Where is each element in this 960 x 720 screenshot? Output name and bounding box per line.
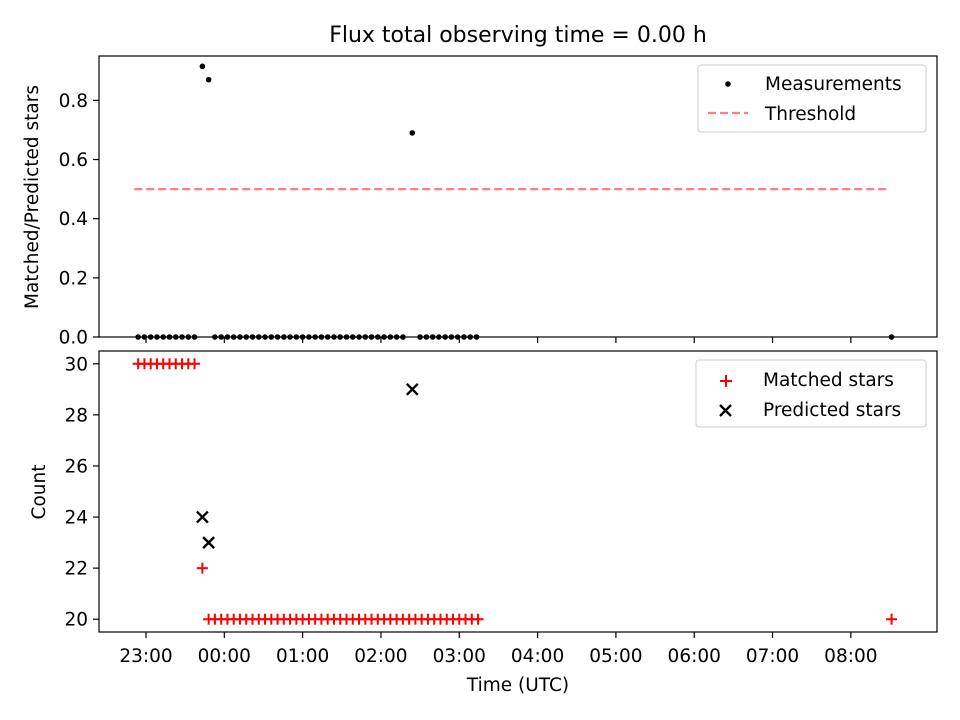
measurement-point [199, 63, 206, 70]
legend-matched-label: Matched stars [763, 370, 894, 391]
top-y-tick-label: 0.2 [59, 268, 88, 289]
top-x-tick-marks [145, 337, 852, 343]
x-tick-label: 00:00 [198, 646, 251, 667]
bottom-y-axis-label: Count [29, 465, 50, 520]
x-tick-label: 23:00 [119, 646, 172, 667]
x-tick-label: 04:00 [511, 646, 564, 667]
top-y-tick-label: 0.4 [59, 209, 88, 230]
top-y-tick-label: 0.6 [59, 150, 88, 171]
top-panel: 0.00.20.40.60.8 Matched/Predicted stars … [22, 55, 938, 349]
bottom-panel: 20 22 24 26 28 30 23:00 00:00 01:00 02:00 03:00 04… [29, 350, 938, 696]
x-tick-label: 05:00 [589, 646, 642, 667]
bottom-y-tick-label: 26 [64, 456, 88, 477]
legend-matched-marker [720, 375, 732, 387]
x-tick-label: 08:00 [824, 646, 877, 667]
predicted-star-point [196, 510, 209, 524]
bottom-y-tick-label: 22 [64, 559, 88, 580]
x-tick-label: 01:00 [276, 646, 329, 667]
bottom-legend: Matched stars Predicted stars [695, 359, 927, 428]
top-y-tick-label: 0.0 [59, 328, 88, 349]
x-tick-label: 06:00 [668, 646, 721, 667]
predicted-star-point [405, 382, 419, 396]
legend-threshold-label: Threshold [764, 104, 856, 125]
measurement-point [409, 130, 416, 136]
bottom-y-tick-label: 24 [64, 508, 88, 529]
matched-star-point [196, 562, 208, 574]
bottom-y-tick-label: 20 [64, 610, 88, 631]
bottom-y-tick-label: 30 [64, 354, 88, 375]
bottom-x-axis: 23:00 00:00 01:00 02:00 03:00 04:00 05:00 06:00… [119, 632, 878, 667]
top-y-tick-label: 0.8 [59, 91, 88, 112]
predicted-star-point [202, 536, 215, 549]
matched-star-point [472, 613, 484, 625]
top-legend-box [697, 64, 927, 133]
legend-measurements-label: Measurements [765, 74, 902, 95]
bottom-plot-area [132, 358, 898, 625]
bottom-legend-box [695, 359, 927, 428]
top-axes-frame [98, 55, 938, 338]
legend-predicted-marker [719, 404, 732, 417]
legend-measurements-marker [725, 81, 731, 87]
x-tick-label: 07:00 [746, 646, 799, 667]
chart-title: Flux total observing time = 0.00 h [329, 23, 707, 48]
matched-star-point [189, 358, 201, 370]
bottom-axes-frame [98, 350, 938, 633]
bottom-y-tick-label: 28 [64, 405, 88, 426]
x-tick-label: 03:00 [433, 646, 486, 667]
top-y-axis: 0.0 0.2 0.4 0.6 0.8 [59, 91, 99, 349]
x-tick-label: 02:00 [354, 646, 407, 667]
top-legend: Measurements Threshold [697, 64, 927, 133]
matched-star-point [886, 613, 898, 625]
legend-predicted-label: Predicted stars [763, 400, 901, 421]
top-y-axis-label: Matched/Predicted stars [22, 85, 43, 309]
bottom-y-axis: 20 22 24 26 28 30 [64, 354, 99, 631]
x-axis-label: Time (UTC) [466, 675, 569, 696]
measurement-point [205, 76, 212, 83]
